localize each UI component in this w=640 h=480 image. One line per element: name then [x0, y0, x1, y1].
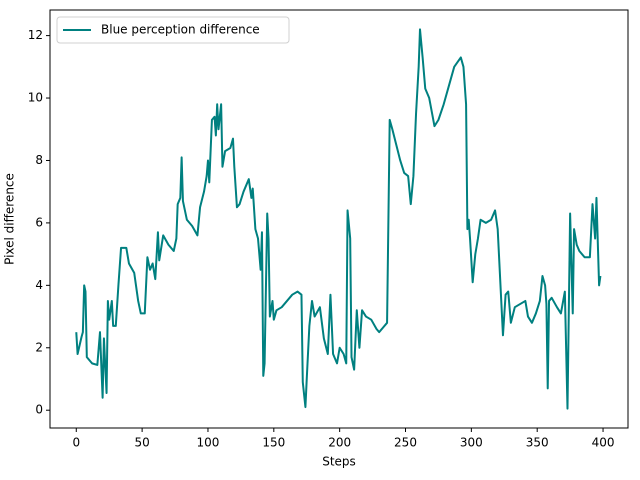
x-tick-label: 250: [394, 436, 417, 450]
data-line: [75, 28, 602, 410]
y-tick-label: 8: [35, 153, 43, 167]
y-tick-label: 2: [35, 340, 43, 354]
y-tick-label: 6: [35, 215, 43, 229]
y-axis-label: Pixel difference: [3, 173, 17, 265]
x-tick-label: 0: [72, 436, 80, 450]
x-tick-label: 50: [134, 436, 149, 450]
x-tick-label: 350: [526, 436, 549, 450]
y-tick-label: 12: [28, 28, 43, 42]
plot-frame: [49, 9, 629, 429]
y-tick-label: 4: [35, 278, 43, 292]
x-tick-label: 150: [262, 436, 285, 450]
x-tick-label: 400: [592, 436, 615, 450]
x-tick-label: 300: [460, 436, 483, 450]
y-tick-label: 10: [28, 91, 43, 105]
y-tick-label: 0: [35, 403, 43, 417]
x-tick-label: 100: [197, 436, 220, 450]
legend-label: Blue perception difference: [101, 23, 260, 37]
x-axis-label: Steps: [322, 455, 356, 469]
legend-box: [56, 16, 290, 44]
x-tick-label: 200: [328, 436, 351, 450]
